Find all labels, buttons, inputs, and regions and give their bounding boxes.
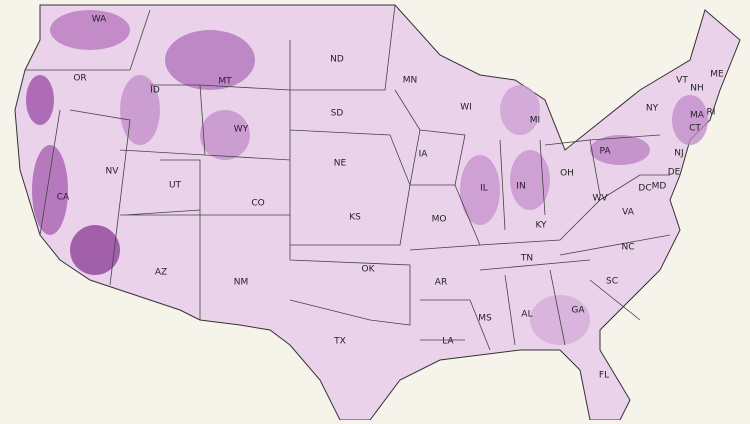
state-label: AL xyxy=(521,310,532,320)
state-label: WY xyxy=(234,125,249,135)
state-label: TX xyxy=(333,337,346,347)
state-label: KY xyxy=(535,221,547,231)
state-label: PA xyxy=(599,147,611,157)
state-label: KS xyxy=(349,213,361,223)
state-label: FL xyxy=(599,371,609,381)
state-label: DC xyxy=(638,184,651,194)
state-label: CO xyxy=(251,199,264,209)
state-label: WA xyxy=(92,15,107,25)
state-label: AZ xyxy=(155,268,167,278)
state-label: WI xyxy=(460,103,472,113)
state-label: DE xyxy=(668,168,681,178)
state-borders xyxy=(25,4,671,351)
state-label: ID xyxy=(150,86,160,96)
state-label: CT xyxy=(689,124,701,134)
state-label: NC xyxy=(621,243,634,253)
state-label: AR xyxy=(435,278,447,288)
state-label: ME xyxy=(710,70,724,80)
state-label: ND xyxy=(330,55,344,65)
state-label: IL xyxy=(480,184,488,194)
state-label: MI xyxy=(530,116,540,126)
state-label: RI xyxy=(707,108,716,118)
state-label: OR xyxy=(73,74,86,84)
state-label: SC xyxy=(606,277,618,287)
state-label: IA xyxy=(419,150,429,160)
state-label: NY xyxy=(646,104,659,114)
state-label: LA xyxy=(442,337,454,347)
state-label: OH xyxy=(560,169,574,179)
state-label: MS xyxy=(478,314,492,324)
state-label: GA xyxy=(571,306,585,316)
county-shading xyxy=(26,10,708,345)
state-label: NV xyxy=(106,167,120,177)
state-label: VA xyxy=(622,208,635,218)
state-label: MA xyxy=(690,111,705,121)
state-label: SD xyxy=(331,109,344,119)
state-label: MN xyxy=(403,76,418,86)
state-label: NM xyxy=(234,278,249,288)
state-label: CA xyxy=(57,193,70,203)
state-label: UT xyxy=(169,181,182,191)
state-label: NE xyxy=(334,159,347,169)
state-label: MT xyxy=(218,77,232,87)
state-label: WV xyxy=(592,194,608,204)
state-label: NJ xyxy=(674,149,683,159)
state-label: MO xyxy=(432,215,447,225)
state-label: TN xyxy=(520,254,533,264)
state-label: OK xyxy=(362,265,376,275)
state-label: VT xyxy=(676,76,688,86)
state-label: NH xyxy=(690,84,704,94)
state-label: IN xyxy=(516,182,525,192)
state-label: MD xyxy=(652,182,667,192)
